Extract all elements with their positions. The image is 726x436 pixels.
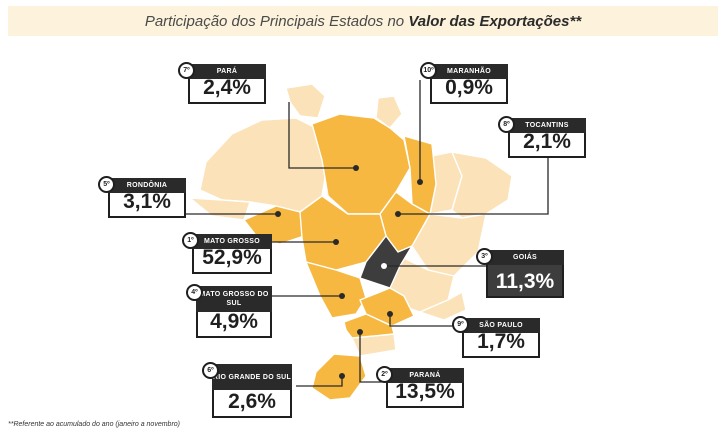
page-title: Participação dos Principais Estados no V… xyxy=(145,13,581,30)
leader-dots xyxy=(275,165,423,379)
title-bar: Participação dos Principais Estados no V… xyxy=(8,6,718,36)
state-espirito-santo-rio xyxy=(419,291,467,321)
card-label: MATO GROSSO xyxy=(192,234,272,249)
card-value: 13,5% xyxy=(395,380,455,403)
card-label: GOIÁS xyxy=(486,250,564,265)
state-bahia xyxy=(411,213,487,277)
card-value: 2,1% xyxy=(523,130,571,153)
rank-badge: 9º xyxy=(452,316,469,333)
dot-maranhao xyxy=(417,179,423,185)
card-sao-paulo: SÃO PAULO 9º 1,7% xyxy=(452,316,540,358)
dot-tocantins xyxy=(395,211,401,217)
card-mato-grosso-do-sul: MATO GROSSO DO SUL 4º 4,9% xyxy=(186,284,272,338)
card-value: 4,9% xyxy=(210,310,258,333)
leader-sao-paulo xyxy=(389,314,460,327)
rank-badge: 7º xyxy=(178,62,195,79)
leader-parana xyxy=(359,332,386,383)
card-label: SÃO PAULO xyxy=(462,318,540,333)
leader-para xyxy=(288,102,356,169)
card-tocantins: TOCANTINS 8º 2,1% xyxy=(498,116,586,158)
footnote: **Referente ao acumulado do ano (janeiro… xyxy=(8,421,180,428)
card-value: 1,7% xyxy=(477,330,525,353)
state-amazonas xyxy=(199,117,329,213)
leader-rio-grande-do-sul xyxy=(296,376,343,387)
leader-lines xyxy=(186,80,549,387)
title-prefix: Participação dos Principais Estados no xyxy=(144,12,409,30)
card-rondonia: RONDÔNIA 5º 3,1% xyxy=(98,176,186,218)
card-label: PARÁ xyxy=(188,64,266,79)
rank-badge: 5º xyxy=(98,176,115,193)
dot-rio-grande-do-sul xyxy=(339,373,345,379)
card-label: RIO GRANDE DO SUL xyxy=(212,364,292,390)
rank-badge: 6º xyxy=(202,362,219,379)
dot-mato-grosso-do-sul xyxy=(339,293,345,299)
card-value: 52,9% xyxy=(202,246,262,269)
state-amapa xyxy=(375,95,403,129)
dot-sao-paulo xyxy=(387,311,393,317)
state-mato-grosso-do-sul xyxy=(305,261,367,319)
card-value: 3,1% xyxy=(123,190,171,213)
card-value: 2,6% xyxy=(228,390,276,413)
state-acre xyxy=(189,197,251,221)
rank-badge: 1º xyxy=(182,232,199,249)
rank-badge: 3º xyxy=(476,248,493,265)
card-value: 0,9% xyxy=(445,76,493,99)
card-label: RONDÔNIA xyxy=(108,178,186,193)
rank-badge: 4º xyxy=(186,284,203,301)
state-northeast xyxy=(451,151,513,219)
card-label: TOCANTINS xyxy=(508,118,586,133)
dot-goias xyxy=(381,263,387,269)
card-goias: GOIÁS 3º 11,3% xyxy=(476,248,564,298)
dot-parana xyxy=(357,329,363,335)
card-mato-grosso: MATO GROSSO 1º 52,9% xyxy=(182,232,272,274)
title-bold: Valor das Exportações** xyxy=(408,12,582,30)
card-value: 2,4% xyxy=(203,76,251,99)
card-label: PARANÁ xyxy=(386,368,464,383)
rank-badge: 2º xyxy=(376,366,393,383)
state-roraima xyxy=(285,83,326,119)
card-value: 11,3% xyxy=(495,270,555,293)
rank-badge: 10º xyxy=(420,62,437,79)
card-parana: PARANÁ 2º 13,5% xyxy=(376,366,464,408)
state-rio-grande-do-sul xyxy=(311,353,367,401)
state-goias xyxy=(359,235,413,289)
card-maranhao: MARANHÃO 10º 0,9% xyxy=(420,62,508,104)
state-parana xyxy=(343,313,395,339)
card-label: MARANHÃO xyxy=(430,64,508,79)
card-rio-grande-do-sul: RIO GRANDE DO SUL 6º 2,6% xyxy=(202,362,292,418)
dot-rondonia xyxy=(275,211,281,217)
leader-tocantins xyxy=(398,150,549,215)
dot-mato-grosso xyxy=(333,239,339,245)
dot-para xyxy=(353,165,359,171)
rank-badge: 8º xyxy=(498,116,515,133)
card-label: MATO GROSSO DO SUL xyxy=(196,286,272,312)
card-para: PARÁ 7º 2,4% xyxy=(178,62,266,104)
state-para xyxy=(311,113,411,215)
